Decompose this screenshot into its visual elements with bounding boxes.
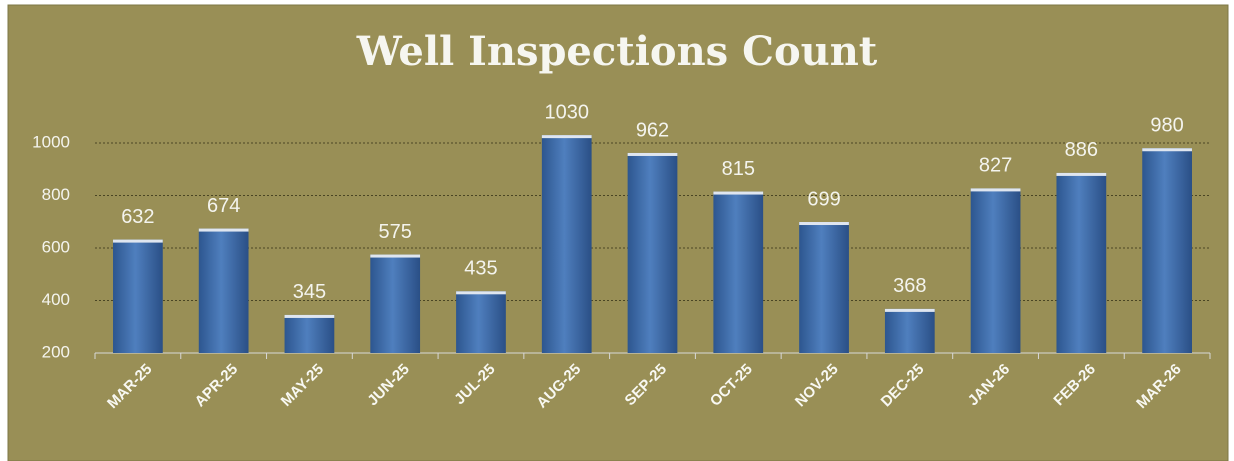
bar <box>456 291 506 353</box>
bar-cap <box>370 254 421 258</box>
bar <box>627 152 678 353</box>
chart-title: Well Inspections Count <box>356 28 878 75</box>
data-label: 886 <box>1065 139 1098 161</box>
bar <box>284 314 335 353</box>
bar-cap <box>541 135 592 139</box>
bar-cap <box>198 228 249 232</box>
data-label: 345 <box>293 281 326 303</box>
bar-cap <box>713 191 764 195</box>
bar-cap <box>113 239 163 243</box>
bar-cap <box>799 222 849 226</box>
bar <box>541 135 592 353</box>
data-label: 699 <box>807 188 840 210</box>
bar <box>970 188 1021 353</box>
y-tick-label: 800 <box>42 185 70 204</box>
bar-cap <box>1056 172 1107 176</box>
bar <box>113 239 163 353</box>
y-tick-label: 400 <box>42 290 70 309</box>
bar <box>713 191 764 353</box>
bar <box>799 222 849 353</box>
bar-cap <box>1142 148 1192 152</box>
data-label: 962 <box>636 119 669 141</box>
bar <box>1142 148 1192 353</box>
bar <box>198 228 249 353</box>
data-label: 435 <box>464 258 497 280</box>
y-tick-label: 200 <box>42 342 70 361</box>
data-label: 815 <box>722 158 755 180</box>
data-label: 1030 <box>544 101 589 123</box>
data-label: 575 <box>379 221 412 243</box>
bar <box>370 254 421 353</box>
bar-cap <box>884 308 935 312</box>
data-label: 980 <box>1150 115 1183 137</box>
data-label: 632 <box>121 206 154 228</box>
y-tick-label: 600 <box>42 237 70 256</box>
data-label: 827 <box>979 155 1012 177</box>
bar <box>884 308 935 353</box>
y-tick-label: 1000 <box>32 132 70 151</box>
bar-cap <box>970 188 1021 192</box>
data-label: 674 <box>207 195 240 217</box>
data-label: 368 <box>893 275 926 297</box>
bar-cap <box>627 152 678 156</box>
bar-cap <box>456 291 506 295</box>
bar-cap <box>284 314 335 318</box>
bar <box>1056 172 1107 353</box>
